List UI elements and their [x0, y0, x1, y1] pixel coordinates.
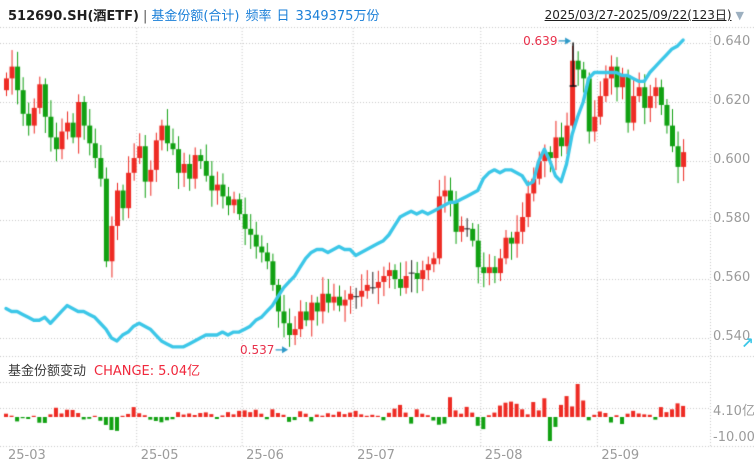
x-axis-tick: 25-08	[484, 448, 523, 463]
title-separator: |	[142, 9, 148, 24]
y-axis-tick: 0.560	[713, 270, 751, 285]
volume-axis-tick: 4.10亿	[713, 404, 754, 419]
total-share-value: 3349375万份	[295, 9, 380, 24]
dropdown-triangle-icon[interactable]: ▼	[735, 9, 744, 22]
freq-value: 日	[276, 9, 290, 24]
chart-title: 512690.SH(酒ETF) | 基金份额(合计) 频率日 3349375万份	[8, 5, 379, 24]
series-label: 基金份额(合计)	[151, 9, 240, 24]
x-axis-tick: 25-09	[601, 448, 640, 463]
change-label: CHANGE:	[94, 364, 155, 379]
y-axis-tick: 0.580	[713, 211, 751, 226]
change-value: 5.04亿	[158, 364, 201, 379]
date-range-selector[interactable]: 2025/03/27-2025/09/22(123日) ▼	[545, 6, 744, 23]
x-axis-tick: 25-07	[357, 448, 395, 463]
x-axis-tick: 25-05	[140, 448, 179, 463]
y-axis-tick: 0.640	[713, 34, 751, 49]
price-annotation-high: 0.639	[523, 33, 558, 48]
x-axis-tick: 25-03	[8, 448, 46, 463]
y-axis-tick: 0.540	[713, 329, 751, 344]
date-range-label[interactable]: 2025/03/27-2025/09/22(123日)	[544, 8, 732, 22]
volume-axis-tick: -10.00亿	[713, 430, 754, 445]
symbol-label: 512690.SH(酒ETF)	[8, 9, 139, 24]
volume-section-header: 基金份额变动 CHANGE: 5.04亿	[8, 360, 200, 379]
y-axis-tick: 0.600	[713, 152, 751, 167]
corner-flash-icon[interactable]: ↗	[741, 334, 754, 352]
volume-section-title: 基金份额变动	[8, 364, 87, 379]
price-annotation-low: 0.537	[240, 342, 275, 357]
y-axis-tick: 0.620	[713, 93, 751, 108]
freq-label: 频率	[245, 9, 272, 24]
x-axis-tick: 25-06	[246, 448, 284, 463]
